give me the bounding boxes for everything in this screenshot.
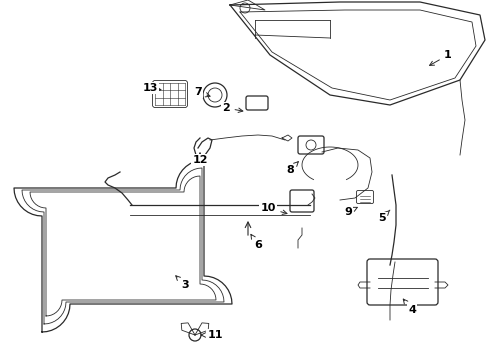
Text: 12: 12 (192, 153, 207, 165)
Text: 10: 10 (260, 203, 286, 215)
Text: 5: 5 (377, 210, 389, 223)
Text: 3: 3 (175, 276, 188, 290)
Text: 11: 11 (201, 330, 223, 340)
Text: 13: 13 (142, 83, 161, 93)
Text: 1: 1 (428, 50, 451, 66)
Text: 9: 9 (344, 207, 357, 217)
Text: 4: 4 (403, 299, 415, 315)
Text: 2: 2 (222, 103, 243, 113)
Text: 7: 7 (194, 87, 210, 97)
Text: 6: 6 (250, 234, 262, 250)
Text: 8: 8 (285, 162, 298, 175)
